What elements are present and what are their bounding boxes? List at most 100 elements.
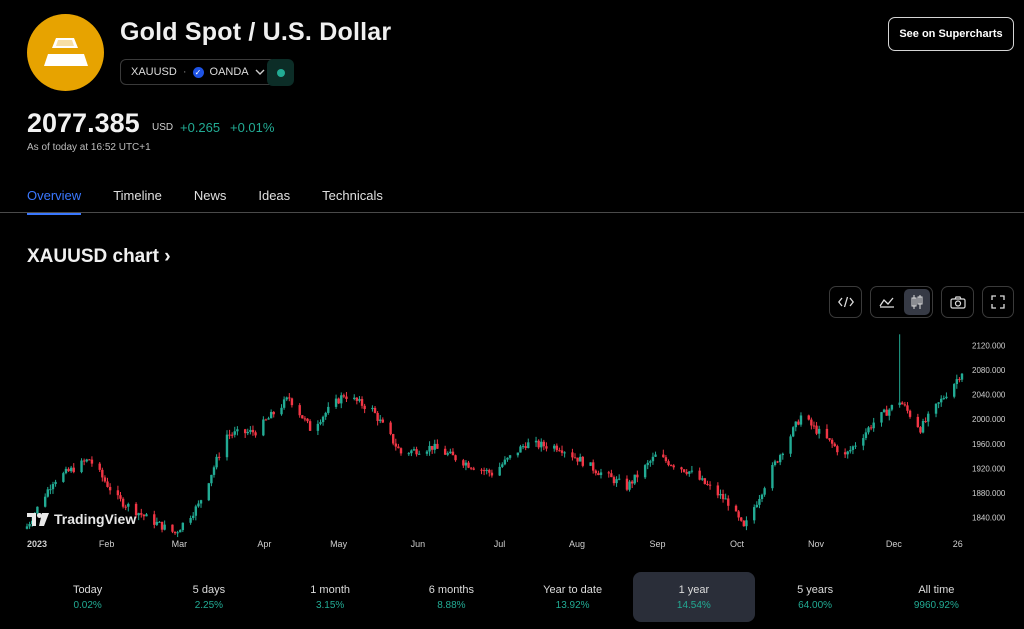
candle-body <box>524 446 527 449</box>
symbol-selector[interactable]: XAUUSD · ✓ OANDA <box>120 59 276 85</box>
candle-body <box>225 434 229 458</box>
candle-body <box>719 493 722 496</box>
tab-timeline[interactable]: Timeline <box>113 188 162 203</box>
candle-body <box>127 503 130 507</box>
tradingview-label: TradingView <box>54 511 137 527</box>
candle-body <box>72 467 75 473</box>
candle-body <box>267 418 270 420</box>
price-change-percent: +0.01% <box>230 120 275 135</box>
period-6-months[interactable]: 6 months 8.88% <box>391 572 512 622</box>
candle-body <box>467 462 470 468</box>
candle-body <box>599 472 603 476</box>
candle-body <box>469 467 473 469</box>
price-change: +0.265 <box>180 120 221 135</box>
candle-body <box>945 396 948 399</box>
candle-body <box>82 460 86 462</box>
candle-body <box>116 490 120 496</box>
candle-body <box>898 402 901 406</box>
period-value: 2.25% <box>194 599 224 611</box>
candle-body <box>903 404 907 406</box>
candle-body <box>308 421 312 431</box>
candle-body <box>553 445 556 449</box>
candle-body <box>521 446 525 448</box>
candle-body <box>64 468 68 474</box>
candle-body <box>212 467 216 475</box>
candle-body <box>376 412 379 421</box>
candle-body <box>334 398 338 407</box>
candle-body <box>872 422 875 429</box>
chart-heading-link[interactable]: XAUUSD chart › <box>27 246 171 268</box>
candle-body <box>503 459 507 465</box>
candle-body <box>654 454 657 457</box>
candle-body <box>555 445 559 451</box>
gold-bars-logo <box>27 14 104 91</box>
candle-body <box>88 459 91 461</box>
candle-body <box>607 472 610 474</box>
tab-ideas[interactable]: Ideas <box>258 188 291 203</box>
candle-body <box>703 478 707 484</box>
line-style-button[interactable] <box>873 289 901 315</box>
candle-body <box>742 520 746 527</box>
chart-style-toggle <box>870 286 933 318</box>
period-all-time[interactable]: All time 9960.92% <box>876 572 997 622</box>
see-on-supercharts-button[interactable]: See on Supercharts <box>888 17 1014 51</box>
snapshot-button[interactable] <box>941 286 974 318</box>
candle-body <box>817 428 821 434</box>
market-status-button[interactable] <box>267 59 294 86</box>
candle-body <box>927 413 930 422</box>
candle-body <box>758 499 761 505</box>
candle-body <box>90 459 94 464</box>
candle-body <box>355 397 359 401</box>
candle-body <box>901 402 904 405</box>
candle-body <box>101 469 104 478</box>
candle-body <box>669 465 673 467</box>
candle-body <box>737 511 740 518</box>
candle-body <box>617 478 621 480</box>
fullscreen-button[interactable] <box>982 286 1014 318</box>
tab-technicals[interactable]: Technicals <box>322 188 383 203</box>
candle-body <box>272 411 275 415</box>
period-1-year[interactable]: 1 year 14.54% <box>633 572 755 622</box>
candle-body <box>254 432 257 436</box>
embed-code-button[interactable] <box>829 286 862 318</box>
candle-body <box>672 465 675 468</box>
period-5-days[interactable]: 5 days 2.25% <box>148 572 269 622</box>
candle-body <box>482 470 486 472</box>
tab-overview[interactable]: Overview <box>27 188 82 215</box>
y-axis-tick-label: 1960.000 <box>972 440 1006 449</box>
price-chart[interactable]: 2120.000 2080.000 2040.000 2000.000 1960.000… <box>0 330 1024 560</box>
candle-body <box>579 456 582 462</box>
period-value: 14.54% <box>676 599 711 611</box>
candle-body <box>243 429 247 434</box>
candle-body <box>98 463 101 470</box>
tab-divider <box>0 212 1024 213</box>
candle-body <box>571 452 574 458</box>
candle-body <box>890 405 894 410</box>
candle-body <box>49 489 52 491</box>
candle-body <box>908 410 912 417</box>
candle-body <box>643 465 647 478</box>
candle-body <box>298 405 301 416</box>
y-axis-tick-label: 1920.000 <box>972 464 1006 473</box>
period-1-month[interactable]: 1 month 3.15% <box>270 572 391 622</box>
candle-body <box>745 520 748 527</box>
period-label: 1 month <box>310 583 350 596</box>
candle-body <box>85 459 88 462</box>
period-year-to-date[interactable]: Year to date 13.92% <box>512 572 633 622</box>
tab-news[interactable]: News <box>193 188 227 203</box>
candle-body <box>542 441 546 447</box>
candle-style-button[interactable] <box>904 289 931 315</box>
period-5-years[interactable]: 5 years 64.00% <box>755 572 876 622</box>
candle-body <box>864 432 868 439</box>
candle-body <box>80 460 83 473</box>
candle-body <box>230 434 234 436</box>
candle-body <box>415 449 418 455</box>
candle-body <box>251 429 255 433</box>
period-today[interactable]: Today 0.02% <box>27 572 148 622</box>
y-axis-tick-label: 2080.000 <box>972 366 1006 375</box>
as-of-timestamp: As of today at 16:52 UTC+1 <box>27 142 151 153</box>
candle-body <box>633 474 636 484</box>
candle-body <box>262 419 265 436</box>
candle-body <box>727 498 730 506</box>
candle-body <box>934 403 938 414</box>
